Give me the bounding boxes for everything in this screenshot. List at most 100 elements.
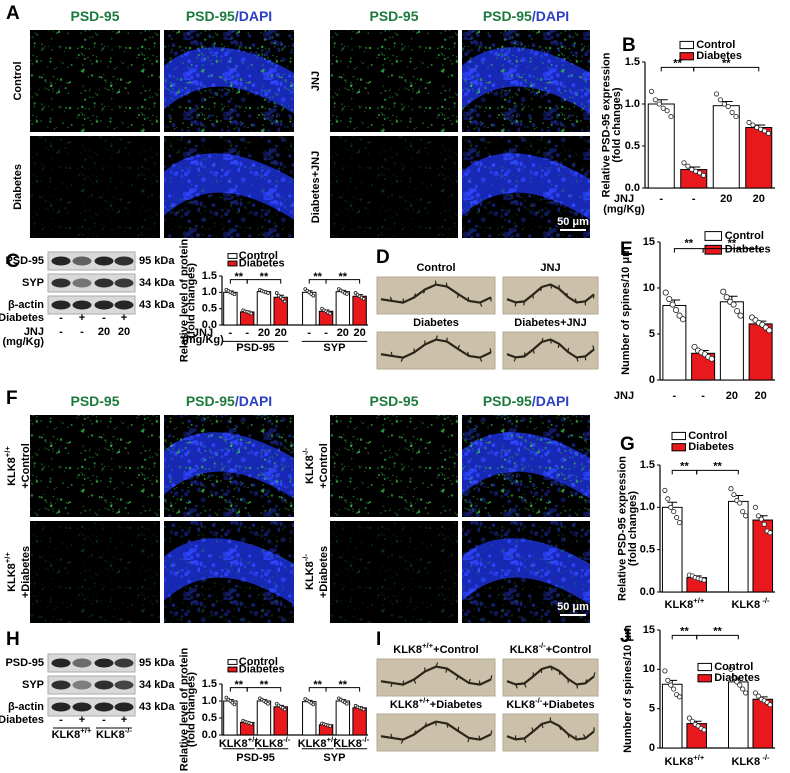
data-point [689,718,695,724]
group-label: PSD-95 [236,342,275,354]
y-axis-label: Number of spines/10 μm [620,247,632,375]
label-text: KLK8 [219,738,248,750]
data-point [666,295,673,303]
legend-swatch [679,40,694,50]
header-part: /DAPI [532,8,569,24]
label-sup: -/- [301,448,310,456]
legend-swatch [671,431,686,441]
column-header: PSD-95 [70,393,119,409]
data-point [665,677,671,683]
column-header: PSD-95 [369,393,418,409]
label-sup: +/+ [248,735,260,744]
significance-bracket [325,687,361,692]
panel-letter: H [6,629,20,650]
label-sup: +/+ [419,696,431,705]
panel-letter: A [6,3,20,24]
psd95-signal [462,30,590,132]
significance-bracket [696,469,739,475]
data-point [280,297,285,301]
condition-value: - [102,312,106,324]
data-point [713,91,720,97]
blot-band [114,702,134,712]
blot-band [72,702,92,712]
blot-band [51,300,71,310]
y-tick-label: 5 [649,328,655,340]
data-point [224,695,229,700]
data-point [766,327,773,334]
y-tick-label: 0 [649,742,655,754]
x-category-label: - [673,390,677,402]
significance-label: ** [339,679,348,691]
legend-swatch [697,662,712,672]
panel-letter: F [6,388,18,409]
x-row-title: JNJ [614,193,634,205]
row-label: +Control [318,443,330,489]
scale-bar-label: 50 μm [557,601,589,613]
label-sup: +/+ [3,446,12,458]
data-point [673,307,680,314]
blot-row-label: SYP [22,679,44,691]
data-point [740,509,746,515]
legend-swatch [697,674,712,683]
y-tick-label: 0.5 [625,140,640,152]
data-point [669,301,676,308]
label-sup: +/+ [80,726,92,735]
label-text: KLK8 [506,699,535,711]
data-point [730,301,737,308]
subgroup-label: KLK8-/- [333,735,369,750]
row-label: KLK8+/+ [3,552,18,592]
data-point [677,694,683,700]
label-suffix: +Diabetes [430,699,482,711]
data-point [758,516,764,522]
genotype-label: KLK8+/+ [52,726,92,741]
condition-value: - [59,326,63,338]
blot-band [114,278,134,288]
y-tick-label: 0.5 [202,303,217,315]
legend-swatch [227,659,238,665]
dendrite-spines [513,337,595,362]
subgroup-label: KLK8 -/- [731,596,770,611]
significance-label: ** [260,271,269,283]
data-point [266,291,270,295]
data-point [737,682,743,688]
legend-swatch [671,443,686,452]
bar [335,291,351,326]
data-point [697,170,703,176]
legend-swatch [704,231,722,241]
label-text: KLK8 [304,455,316,484]
legend-label: Control [696,39,735,51]
blot-band [51,680,71,690]
data-point [662,289,669,296]
y-axis-label: Relative PSD-95 expression [617,456,629,601]
label-text: KLK8 [304,561,316,590]
data-point [328,724,332,728]
x-category-label: 20 [755,390,767,402]
blot-kda-label: 34 kDa [139,277,175,289]
significance-bracket [702,248,762,253]
y-tick-label: 0.0 [202,729,217,741]
data-point [662,487,668,493]
blot-row-label: β-actin [8,701,44,713]
label-text: KLK8 [665,599,694,611]
legend-label: Control [239,250,278,262]
legend-label: Control [725,230,764,242]
blot-band [114,300,134,310]
column-header: PSD-95/DAPI [186,393,272,409]
psd95-signal [330,136,458,238]
x-category-label: - [659,193,663,205]
row-label: Diabetes+JNJ [310,151,322,223]
subgroup-label: KLK8 -/- [731,753,770,768]
group-label: SYP [323,342,345,354]
data-point [767,530,773,536]
blot-band [51,702,71,712]
subgroup-label: KLK8+/+ [665,596,705,611]
y-tick-label: 1.0 [202,695,217,707]
y-tick-label: 0.0 [202,319,217,331]
significance-label: ** [313,271,322,283]
header-part: PSD-95 [186,393,235,409]
dendrite-spines [515,666,596,689]
data-point [677,520,683,526]
data-point [731,492,737,498]
condition-value: + [121,714,127,726]
